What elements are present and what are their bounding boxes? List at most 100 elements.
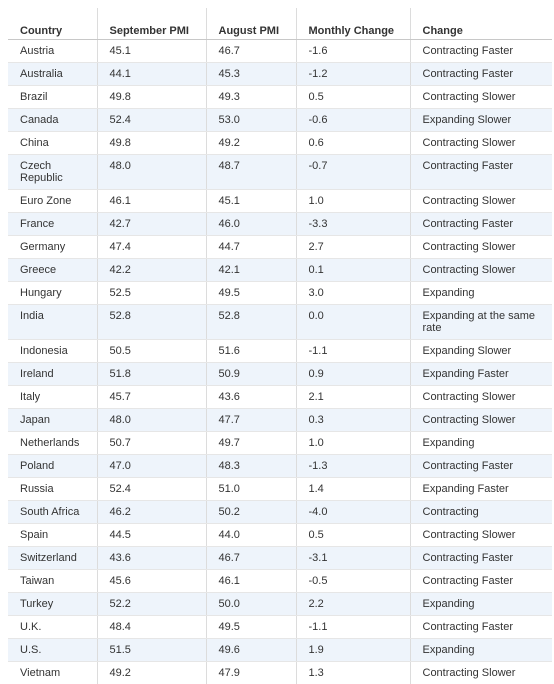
cell-august-pmi: 49.7 bbox=[206, 432, 296, 455]
cell-september-pmi: 45.6 bbox=[97, 570, 206, 593]
cell-september-pmi: 49.8 bbox=[97, 86, 206, 109]
cell-august-pmi: 47.7 bbox=[206, 409, 296, 432]
cell-september-pmi: 52.8 bbox=[97, 305, 206, 340]
cell-september-pmi: 46.2 bbox=[97, 501, 206, 524]
cell-monthly-change: -1.1 bbox=[296, 616, 410, 639]
cell-country: Taiwan bbox=[8, 570, 97, 593]
cell-september-pmi: 49.2 bbox=[97, 662, 206, 684]
cell-september-pmi: 50.7 bbox=[97, 432, 206, 455]
cell-september-pmi: 45.1 bbox=[97, 40, 206, 63]
cell-september-pmi: 52.4 bbox=[97, 109, 206, 132]
cell-september-pmi: 44.1 bbox=[97, 63, 206, 86]
cell-august-pmi: 49.5 bbox=[206, 282, 296, 305]
cell-monthly-change: -3.3 bbox=[296, 213, 410, 236]
cell-september-pmi: 43.6 bbox=[97, 547, 206, 570]
cell-country: India bbox=[8, 305, 97, 340]
cell-change: Expanding bbox=[410, 639, 552, 662]
cell-country: Germany bbox=[8, 236, 97, 259]
cell-change: Expanding Slower bbox=[410, 340, 552, 363]
pmi-table: Country September PMI August PMI Monthly… bbox=[8, 8, 552, 684]
pmi-table-container: Country September PMI August PMI Monthly… bbox=[8, 8, 552, 684]
cell-monthly-change: 2.1 bbox=[296, 386, 410, 409]
cell-monthly-change: 2.2 bbox=[296, 593, 410, 616]
cell-august-pmi: 46.1 bbox=[206, 570, 296, 593]
cell-country: South Africa bbox=[8, 501, 97, 524]
cell-monthly-change: -1.6 bbox=[296, 40, 410, 63]
cell-change: Contracting bbox=[410, 501, 552, 524]
cell-country: Austria bbox=[8, 40, 97, 63]
cell-change: Contracting Slower bbox=[410, 662, 552, 684]
cell-country: Poland bbox=[8, 455, 97, 478]
cell-august-pmi: 43.6 bbox=[206, 386, 296, 409]
cell-change: Contracting Slower bbox=[410, 409, 552, 432]
cell-september-pmi: 52.2 bbox=[97, 593, 206, 616]
cell-monthly-change: -1.1 bbox=[296, 340, 410, 363]
cell-change: Contracting Slower bbox=[410, 86, 552, 109]
table-header-row: Country September PMI August PMI Monthly… bbox=[8, 8, 552, 40]
cell-september-pmi: 47.4 bbox=[97, 236, 206, 259]
cell-country: Italy bbox=[8, 386, 97, 409]
cell-monthly-change: 1.3 bbox=[296, 662, 410, 684]
cell-country: Greece bbox=[8, 259, 97, 282]
cell-country: U.K. bbox=[8, 616, 97, 639]
cell-country: Japan bbox=[8, 409, 97, 432]
cell-september-pmi: 51.5 bbox=[97, 639, 206, 662]
cell-monthly-change: -1.2 bbox=[296, 63, 410, 86]
cell-country: Indonesia bbox=[8, 340, 97, 363]
cell-change: Expanding Slower bbox=[410, 109, 552, 132]
cell-august-pmi: 50.0 bbox=[206, 593, 296, 616]
header-august-pmi: August PMI bbox=[206, 8, 296, 40]
cell-august-pmi: 45.1 bbox=[206, 190, 296, 213]
cell-country: Australia bbox=[8, 63, 97, 86]
cell-monthly-change: -0.7 bbox=[296, 155, 410, 190]
header-change: Change bbox=[410, 8, 552, 40]
cell-monthly-change: -4.0 bbox=[296, 501, 410, 524]
cell-country: Spain bbox=[8, 524, 97, 547]
cell-country: U.S. bbox=[8, 639, 97, 662]
cell-monthly-change: 1.4 bbox=[296, 478, 410, 501]
cell-august-pmi: 45.3 bbox=[206, 63, 296, 86]
cell-monthly-change: 0.5 bbox=[296, 86, 410, 109]
cell-monthly-change: 0.5 bbox=[296, 524, 410, 547]
cell-august-pmi: 49.5 bbox=[206, 616, 296, 639]
cell-september-pmi: 48.0 bbox=[97, 409, 206, 432]
cell-change: Contracting Slower bbox=[410, 190, 552, 213]
cell-change: Contracting Faster bbox=[410, 616, 552, 639]
cell-change: Contracting Faster bbox=[410, 547, 552, 570]
cell-september-pmi: 47.0 bbox=[97, 455, 206, 478]
cell-country: Euro Zone bbox=[8, 190, 97, 213]
cell-country: China bbox=[8, 132, 97, 155]
cell-august-pmi: 46.7 bbox=[206, 40, 296, 63]
cell-change: Contracting Slower bbox=[410, 132, 552, 155]
cell-monthly-change: 0.6 bbox=[296, 132, 410, 155]
cell-august-pmi: 52.8 bbox=[206, 305, 296, 340]
cell-september-pmi: 49.8 bbox=[97, 132, 206, 155]
cell-september-pmi: 48.4 bbox=[97, 616, 206, 639]
header-country: Country bbox=[8, 8, 97, 40]
cell-monthly-change: 1.0 bbox=[296, 190, 410, 213]
cell-august-pmi: 44.7 bbox=[206, 236, 296, 259]
cell-country: France bbox=[8, 213, 97, 236]
cell-country: Hungary bbox=[8, 282, 97, 305]
cell-monthly-change: -3.1 bbox=[296, 547, 410, 570]
cell-september-pmi: 46.1 bbox=[97, 190, 206, 213]
cell-change: Contracting Faster bbox=[410, 213, 552, 236]
cell-august-pmi: 51.0 bbox=[206, 478, 296, 501]
header-september-pmi: September PMI bbox=[97, 8, 206, 40]
cell-august-pmi: 44.0 bbox=[206, 524, 296, 547]
cell-august-pmi: 46.7 bbox=[206, 547, 296, 570]
cell-august-pmi: 50.9 bbox=[206, 363, 296, 386]
cell-change: Contracting Faster bbox=[410, 570, 552, 593]
